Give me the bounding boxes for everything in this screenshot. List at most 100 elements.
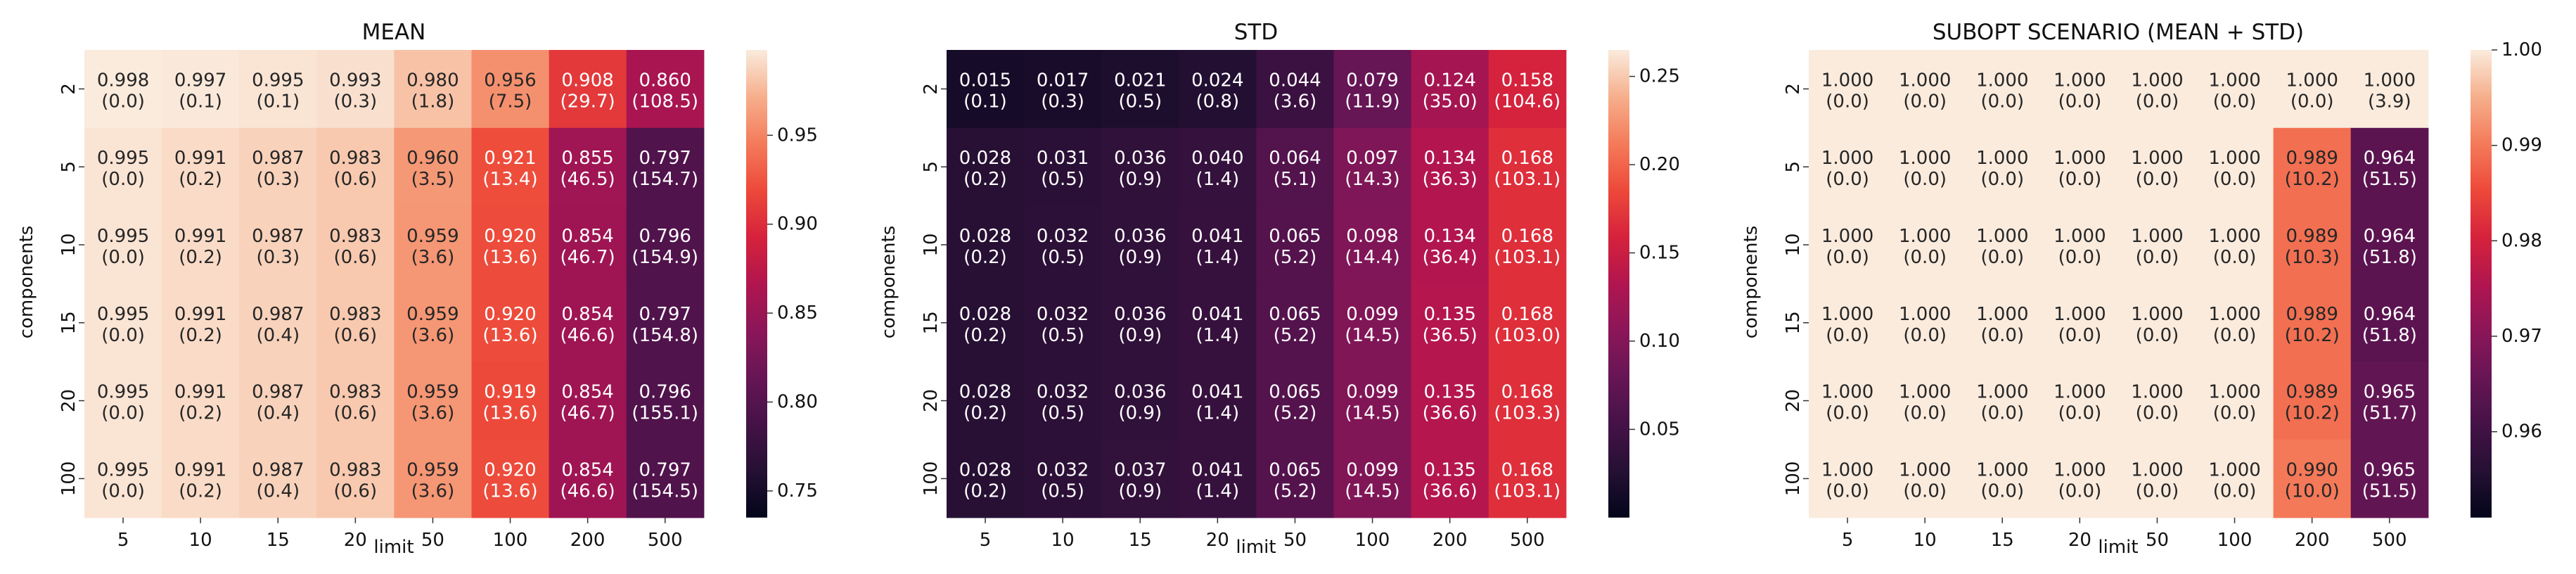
x-tick-label: 50: [421, 530, 444, 551]
cell-value-label: 0.920: [484, 304, 536, 325]
cell-sublabel: (0.0): [101, 403, 145, 424]
heatmap-cell: [316, 205, 395, 284]
heatmap-cell: [1963, 50, 2042, 129]
heatmap-cell: [947, 362, 1025, 440]
heatmap-cell: [1488, 50, 1567, 129]
cell-sublabel: (0.0): [2136, 403, 2179, 424]
cell-sublabel: (0.5): [1041, 325, 1084, 346]
cell-sublabel: (103.0): [1494, 325, 1561, 346]
cell-sublabel: (0.0): [2058, 169, 2102, 190]
cell-sublabel: (0.0): [2213, 91, 2257, 112]
heatmap-cell: [1179, 362, 1257, 440]
cell-value-label: 0.168: [1501, 148, 1553, 169]
cell-value-label: 0.158: [1501, 70, 1553, 91]
heatmap-cell: [2273, 127, 2352, 207]
cell-sublabel: (0.2): [179, 480, 222, 502]
cell-sublabel: (0.1): [179, 91, 222, 112]
y-tick-label: 10: [1783, 233, 1804, 256]
heatmap-cell: [2273, 362, 2352, 440]
cell-sublabel: (0.9): [1118, 325, 1162, 346]
heatmap-cell: [1101, 362, 1179, 440]
cell-value-label: 0.134: [1423, 226, 1475, 247]
cell-sublabel: (0.0): [1980, 247, 2024, 268]
cell-sublabel: (0.0): [1903, 480, 1947, 502]
cell-value-label: 0.021: [1114, 70, 1166, 91]
cell-sublabel: (103.1): [1494, 169, 1561, 190]
cell-sublabel: (3.5): [411, 169, 455, 190]
cell-sublabel: (103.1): [1494, 480, 1561, 502]
heatmap-cell: [394, 362, 473, 440]
cell-sublabel: (10.3): [2285, 247, 2340, 268]
cell-sublabel: (0.0): [101, 247, 145, 268]
heatmap-cell: [1024, 283, 1102, 362]
cell-sublabel: (0.6): [333, 480, 377, 502]
cell-sublabel: (0.0): [101, 325, 145, 346]
cell-value-label: 0.098: [1346, 226, 1398, 247]
heatmap-cell: [239, 440, 317, 518]
cell-sublabel: (35.0): [1423, 91, 1478, 112]
panel-subopt: SUBOPT SCENARIO (MEAN + STD) limit compo…: [1741, 20, 2542, 558]
cell-sublabel: (154.9): [632, 247, 698, 268]
cell-sublabel: (108.5): [632, 91, 698, 112]
cell-sublabel: (1.4): [1196, 480, 1239, 502]
colorbar-tick-label: 0.99: [2501, 135, 2542, 156]
cell-value-label: 0.964: [2364, 148, 2416, 169]
heatmap-cell: [1333, 50, 1412, 129]
cell-value-label: 0.987: [252, 148, 304, 169]
panel-std: STD limit components 0.015(0.1) 0.017(0.3…: [878, 20, 1680, 558]
cell-sublabel: (1.4): [1196, 169, 1239, 190]
cell-sublabel: (46.6): [560, 325, 615, 346]
cell-sublabel: (13.6): [482, 247, 537, 268]
cell-value-label: 0.854: [561, 226, 613, 247]
cell-sublabel: (13.4): [482, 169, 537, 190]
y-tick-label: 5: [58, 161, 79, 173]
heatmap-cell: [1886, 127, 1964, 207]
cell-sublabel: (0.4): [256, 480, 300, 502]
cell-sublabel: (10.2): [2285, 325, 2340, 346]
cell-sublabel: (3.6): [1274, 91, 1317, 112]
cell-sublabel: (0.0): [101, 480, 145, 502]
x-tick-label: 10: [1051, 530, 1075, 551]
heatmap-cell: [2196, 127, 2274, 207]
heatmap-cell: [471, 205, 550, 284]
cell-value-label: 0.860: [639, 70, 691, 91]
cell-sublabel: (0.0): [2290, 91, 2334, 112]
cell-value-label: 0.041: [1191, 459, 1243, 480]
cell-sublabel: (51.5): [2362, 480, 2417, 502]
y-tick-label: 5: [1783, 161, 1804, 173]
cell-sublabel: (46.7): [560, 247, 615, 268]
heatmap-cell: [394, 440, 473, 518]
heatmap-cell: [1488, 362, 1567, 440]
heatmap-cell: [2041, 362, 2119, 440]
heatmap-cell: [84, 362, 162, 440]
cell-value-label: 0.987: [252, 382, 304, 403]
cell-value-label: 0.960: [406, 148, 459, 169]
colorbar-tick-label: 0.10: [1639, 331, 1680, 352]
heatmap-cell: [2118, 440, 2197, 518]
cell-value-label: 1.000: [2131, 459, 2183, 480]
heatmap-cell: [626, 283, 705, 362]
heatmap-cell: [2196, 283, 2274, 362]
cell-sublabel: (0.5): [1041, 403, 1084, 424]
cell-value-label: 0.065: [1269, 459, 1321, 480]
heatmap-cell: [1024, 127, 1102, 207]
cell-value-label: 0.995: [97, 459, 149, 480]
cell-value-label: 0.998: [97, 70, 149, 91]
panel-mean-yticks: 2 5 10 15 20 100: [58, 83, 84, 496]
colorbar-tick-label: 0.80: [777, 392, 818, 413]
colorbar-tick-label: 0.85: [777, 302, 818, 324]
cell-sublabel: (3.6): [411, 247, 455, 268]
cell-value-label: 0.989: [2286, 148, 2338, 169]
heatmap-cell: [1256, 440, 1335, 518]
cell-value-label: 1.000: [2053, 459, 2106, 480]
cell-sublabel: (0.2): [179, 247, 222, 268]
cell-value-label: 0.990: [2286, 459, 2338, 480]
y-tick-label: 15: [1783, 311, 1804, 334]
cell-value-label: 1.000: [1899, 70, 1951, 91]
cell-value-label: 0.168: [1501, 226, 1553, 247]
heatmap-cell: [471, 127, 550, 207]
cell-sublabel: (0.0): [1826, 480, 1869, 502]
heatmap-cell: [239, 50, 317, 129]
heatmap-cell: [549, 205, 627, 284]
panel-mean-xlabel: limit: [373, 537, 414, 558]
